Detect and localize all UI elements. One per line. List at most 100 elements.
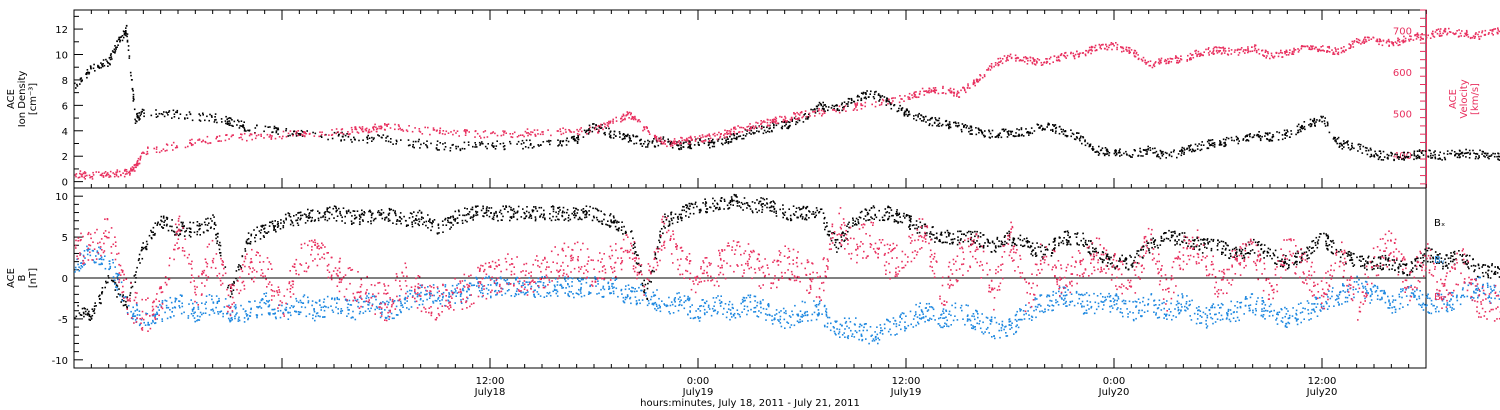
data-point <box>854 220 856 223</box>
data-point <box>295 135 298 137</box>
data-point <box>453 218 455 221</box>
data-point <box>1051 252 1054 254</box>
data-point <box>442 231 444 233</box>
data-point <box>727 142 730 145</box>
data-point <box>1397 40 1399 42</box>
data-point <box>109 170 112 173</box>
data-point <box>1437 28 1440 30</box>
data-point <box>111 58 113 60</box>
data-point <box>615 120 618 122</box>
data-point <box>1128 47 1131 49</box>
data-point <box>1089 252 1091 255</box>
data-point <box>377 210 380 212</box>
data-point <box>1358 42 1360 44</box>
data-point <box>240 120 243 122</box>
data-point <box>1391 41 1393 43</box>
data-point <box>611 221 613 224</box>
data-point <box>474 130 477 132</box>
data-point <box>1396 153 1398 156</box>
data-point <box>835 246 838 249</box>
data-point <box>1337 51 1340 54</box>
data-point <box>1160 235 1163 238</box>
data-point <box>1064 130 1067 133</box>
data-point <box>1477 157 1479 160</box>
data-point <box>705 201 707 203</box>
data-point <box>1312 45 1314 47</box>
data-point <box>1020 127 1023 129</box>
data-point <box>1361 152 1364 154</box>
data-point <box>510 209 512 211</box>
data-point <box>243 127 245 129</box>
data-point <box>534 135 537 137</box>
data-point <box>991 135 993 138</box>
data-point <box>647 142 650 145</box>
data-point <box>305 132 308 135</box>
data-point <box>1351 142 1353 145</box>
data-point <box>1342 140 1345 142</box>
data-point <box>823 108 825 110</box>
data-point <box>758 125 761 128</box>
data-point <box>126 41 129 43</box>
data-point <box>1287 54 1290 56</box>
data-point <box>233 280 235 283</box>
data-point <box>1231 139 1233 142</box>
data-point <box>742 137 745 140</box>
data-point <box>191 119 194 122</box>
data-point <box>1034 64 1037 66</box>
data-point <box>1008 55 1011 58</box>
data-point <box>1136 252 1138 255</box>
data-point <box>259 238 262 240</box>
data-point <box>90 316 92 318</box>
data-point <box>620 117 622 120</box>
data-point <box>653 145 656 147</box>
data-point <box>137 259 140 262</box>
data-point <box>689 147 691 150</box>
data-point <box>924 90 926 92</box>
data-point <box>978 243 981 245</box>
data-point <box>418 220 421 223</box>
data-point <box>775 122 777 125</box>
data-point <box>862 93 864 95</box>
data-point <box>899 104 901 107</box>
data-point <box>617 228 619 231</box>
data-point <box>643 279 645 282</box>
data-point <box>552 210 555 213</box>
data-point <box>299 211 302 214</box>
data-point <box>928 124 930 127</box>
data-point <box>913 95 916 98</box>
data-point <box>617 227 620 230</box>
data-point <box>421 216 423 218</box>
data-point <box>529 213 532 216</box>
data-point <box>930 233 933 235</box>
data-point <box>1415 157 1418 160</box>
data-point <box>534 216 537 218</box>
data-point <box>353 218 356 220</box>
velocity-tick-label: 500 <box>1393 109 1412 120</box>
data-point <box>1433 36 1436 38</box>
data-point <box>421 133 424 135</box>
data-point <box>936 125 938 127</box>
data-point <box>1332 53 1334 55</box>
data-point <box>612 122 614 124</box>
data-point <box>648 280 651 283</box>
data-point <box>99 174 102 176</box>
data-point <box>395 223 398 225</box>
data-point <box>308 212 311 214</box>
data-point <box>1264 49 1267 52</box>
data-point <box>880 103 883 106</box>
data-point <box>1289 49 1291 51</box>
data-point <box>711 145 714 148</box>
data-point <box>1140 58 1143 61</box>
data-point <box>116 285 119 287</box>
data-point <box>1001 241 1004 244</box>
data-point <box>929 231 932 233</box>
data-point <box>942 92 945 94</box>
data-point <box>860 103 862 105</box>
data-point <box>487 143 489 145</box>
data-point <box>353 210 356 212</box>
data-point <box>1288 52 1291 54</box>
data-point <box>1064 52 1066 54</box>
data-point <box>1002 128 1005 130</box>
data-point <box>310 220 312 223</box>
data-point <box>459 148 462 150</box>
